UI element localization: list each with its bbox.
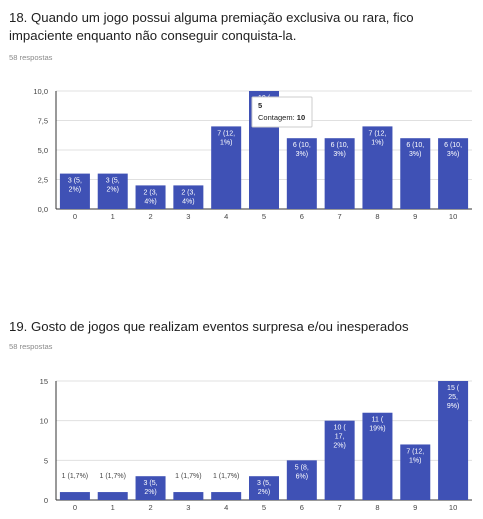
bar-6[interactable] — [286, 460, 317, 500]
bar-data-label: 10 (17, 2%) — [333, 425, 346, 450]
bar-data-label: 2 (3, 4%) — [181, 189, 195, 205]
x-tick-label: 4 — [224, 503, 228, 512]
bar-data-label: 15 (25, 9%) — [447, 385, 460, 410]
bar-9[interactable] — [400, 138, 431, 209]
bar-data-label: 3 (5, 2%) — [68, 178, 82, 194]
chart-tooltip: 5 Contagem: 10 — [251, 96, 313, 128]
tooltip-value: Contagem: 10 — [258, 113, 305, 122]
bar-8[interactable] — [362, 412, 393, 500]
y-tick-label: 0,0 — [38, 205, 48, 214]
y-tick-label: 15 — [40, 377, 48, 386]
response-count: 58 respostas — [9, 53, 53, 62]
bar-2[interactable] — [135, 185, 166, 209]
x-tick-label: 5 — [262, 503, 266, 512]
bar-7[interactable] — [324, 420, 355, 500]
bar-3[interactable] — [173, 185, 204, 209]
bar-data-label: 1 (1,7%) — [99, 473, 125, 480]
bar-10[interactable] — [438, 381, 469, 500]
bar-0[interactable] — [59, 173, 90, 209]
bar-data-label: 1 (1,7%) — [213, 473, 239, 480]
bar-data-label: 6 (10, 3%) — [331, 142, 349, 158]
bar-9[interactable] — [400, 444, 431, 500]
x-tick-label: 9 — [413, 212, 417, 221]
bar-data-label: 6 (10, 3%) — [406, 142, 424, 158]
y-tick-label: 10 — [40, 417, 48, 426]
x-tick-label: 9 — [413, 503, 417, 512]
bar-data-label: 3 (5, 2%) — [106, 178, 120, 194]
x-tick-label: 6 — [300, 503, 304, 512]
bar-8[interactable] — [362, 126, 393, 209]
x-tick-label: 8 — [375, 212, 379, 221]
bar-4[interactable] — [211, 492, 242, 500]
bar-5[interactable] — [249, 476, 279, 500]
bar-data-label: 6 (10, 3%) — [293, 142, 311, 158]
response-count: 58 respostas — [9, 342, 53, 351]
x-tick-label: 0 — [73, 212, 77, 221]
bar-data-label: 7 (12, 1%) — [406, 448, 424, 464]
bar-data-label: 7 (12, 1%) — [369, 130, 387, 146]
tooltip-category: 5 — [258, 101, 262, 110]
x-tick-label: 0 — [73, 503, 77, 512]
x-tick-label: 5 — [262, 212, 266, 221]
bar-1[interactable] — [97, 173, 128, 209]
y-tick-label: 5,0 — [38, 146, 48, 155]
question-title: 19. Gosto de jogos que realizam eventos … — [9, 319, 409, 334]
bar-3[interactable] — [173, 492, 204, 500]
bar-data-label: 1 (1,7%) — [175, 473, 201, 480]
x-tick-label: 3 — [186, 503, 190, 512]
y-tick-label: 2,5 — [38, 176, 48, 185]
bar-data-label: 3 (5, 2%) — [257, 480, 271, 496]
x-tick-label: 7 — [338, 212, 342, 221]
bar-data-label: 11 (19%) — [369, 417, 385, 433]
bar-data-label: 3 (5, 2%) — [144, 480, 158, 496]
x-tick-label: 3 — [186, 212, 190, 221]
bar-4[interactable] — [211, 126, 242, 209]
bar-data-label: 7 (12, 1%) — [217, 130, 235, 146]
question-title: 18. Quando um jogo possui alguma premiaç… — [9, 10, 414, 43]
x-tick-label: 1 — [111, 503, 115, 512]
x-tick-label: 2 — [148, 212, 152, 221]
bar-1[interactable] — [97, 492, 128, 500]
bar-data-label: 1 (1,7%) — [62, 473, 88, 480]
y-tick-label: 10,0 — [33, 87, 48, 96]
bar-7[interactable] — [324, 138, 355, 209]
bar-0[interactable] — [59, 492, 90, 500]
x-tick-label: 4 — [224, 212, 228, 221]
y-tick-label: 0 — [44, 496, 48, 505]
bar-data-label: 5 (8, 6%) — [295, 464, 309, 480]
x-tick-label: 7 — [338, 503, 342, 512]
bar-data-label: 6 (10, 3%) — [444, 142, 462, 158]
x-tick-label: 2 — [148, 503, 152, 512]
bar-data-label: 2 (3, 4%) — [144, 189, 158, 205]
x-tick-label: 10 — [449, 503, 457, 512]
y-tick-label: 5 — [44, 456, 48, 465]
x-tick-label: 6 — [300, 212, 304, 221]
x-tick-label: 1 — [111, 212, 115, 221]
bar-2[interactable] — [135, 476, 166, 500]
x-tick-label: 8 — [375, 503, 379, 512]
x-tick-label: 10 — [449, 212, 457, 221]
bar-6[interactable] — [286, 138, 317, 209]
y-tick-label: 7,5 — [38, 117, 48, 126]
bar-10[interactable] — [438, 138, 469, 209]
